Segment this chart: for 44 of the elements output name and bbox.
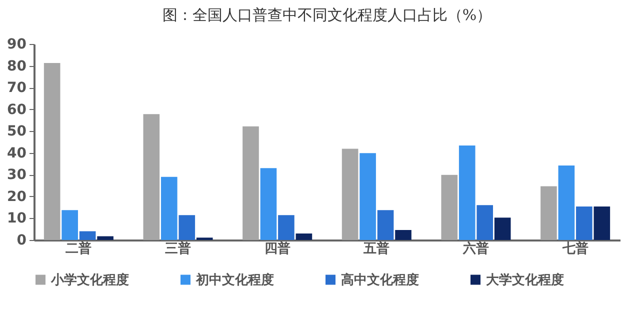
x-tick-label: 七普 bbox=[561, 240, 588, 256]
y-tick-label: 60 bbox=[7, 102, 27, 118]
bar bbox=[79, 231, 96, 240]
bar bbox=[540, 186, 557, 240]
bar bbox=[160, 176, 178, 240]
chart-title: 图：全国人口普查中不同文化程度人口占比（%） bbox=[162, 6, 492, 24]
y-tick-label: 70 bbox=[7, 80, 27, 96]
bar bbox=[441, 174, 458, 240]
x-tick-label: 三普 bbox=[165, 240, 192, 256]
bar bbox=[395, 230, 412, 240]
y-tick-label: 10 bbox=[7, 210, 27, 227]
x-tick-label: 四普 bbox=[264, 240, 290, 256]
x-tick-label: 六普 bbox=[462, 240, 489, 256]
bar bbox=[178, 215, 196, 240]
y-tick-label: 40 bbox=[7, 145, 27, 162]
y-tick-label: 80 bbox=[7, 58, 27, 74]
x-tick-label: 五普 bbox=[362, 240, 390, 256]
bar bbox=[576, 206, 592, 240]
bar bbox=[62, 210, 78, 240]
bar bbox=[44, 62, 60, 240]
bar bbox=[97, 236, 114, 240]
bar bbox=[143, 114, 160, 240]
y-tick-label: 50 bbox=[7, 124, 27, 140]
y-tick-label: 30 bbox=[7, 167, 27, 184]
bar bbox=[377, 210, 394, 240]
bar bbox=[360, 153, 376, 240]
bar bbox=[296, 233, 312, 240]
bar bbox=[558, 166, 575, 240]
bar bbox=[494, 218, 511, 240]
y-tick-label: 90 bbox=[7, 36, 27, 52]
bar bbox=[458, 145, 476, 240]
y-tick-label: 20 bbox=[7, 188, 27, 205]
y-tick-label: 0 bbox=[16, 232, 27, 248]
bar bbox=[342, 148, 358, 240]
bar bbox=[278, 215, 294, 240]
bar bbox=[476, 205, 494, 240]
legend-label: 初中文化程度 bbox=[195, 272, 274, 288]
legend-label: 小学文化程度 bbox=[50, 272, 129, 288]
bar bbox=[242, 126, 259, 240]
legend-label: 高中文化程度 bbox=[341, 272, 419, 288]
bar bbox=[260, 168, 277, 240]
legend-label: 大学文化程度 bbox=[486, 272, 564, 288]
bar bbox=[594, 206, 610, 240]
x-tick-label: 二普 bbox=[66, 240, 92, 256]
